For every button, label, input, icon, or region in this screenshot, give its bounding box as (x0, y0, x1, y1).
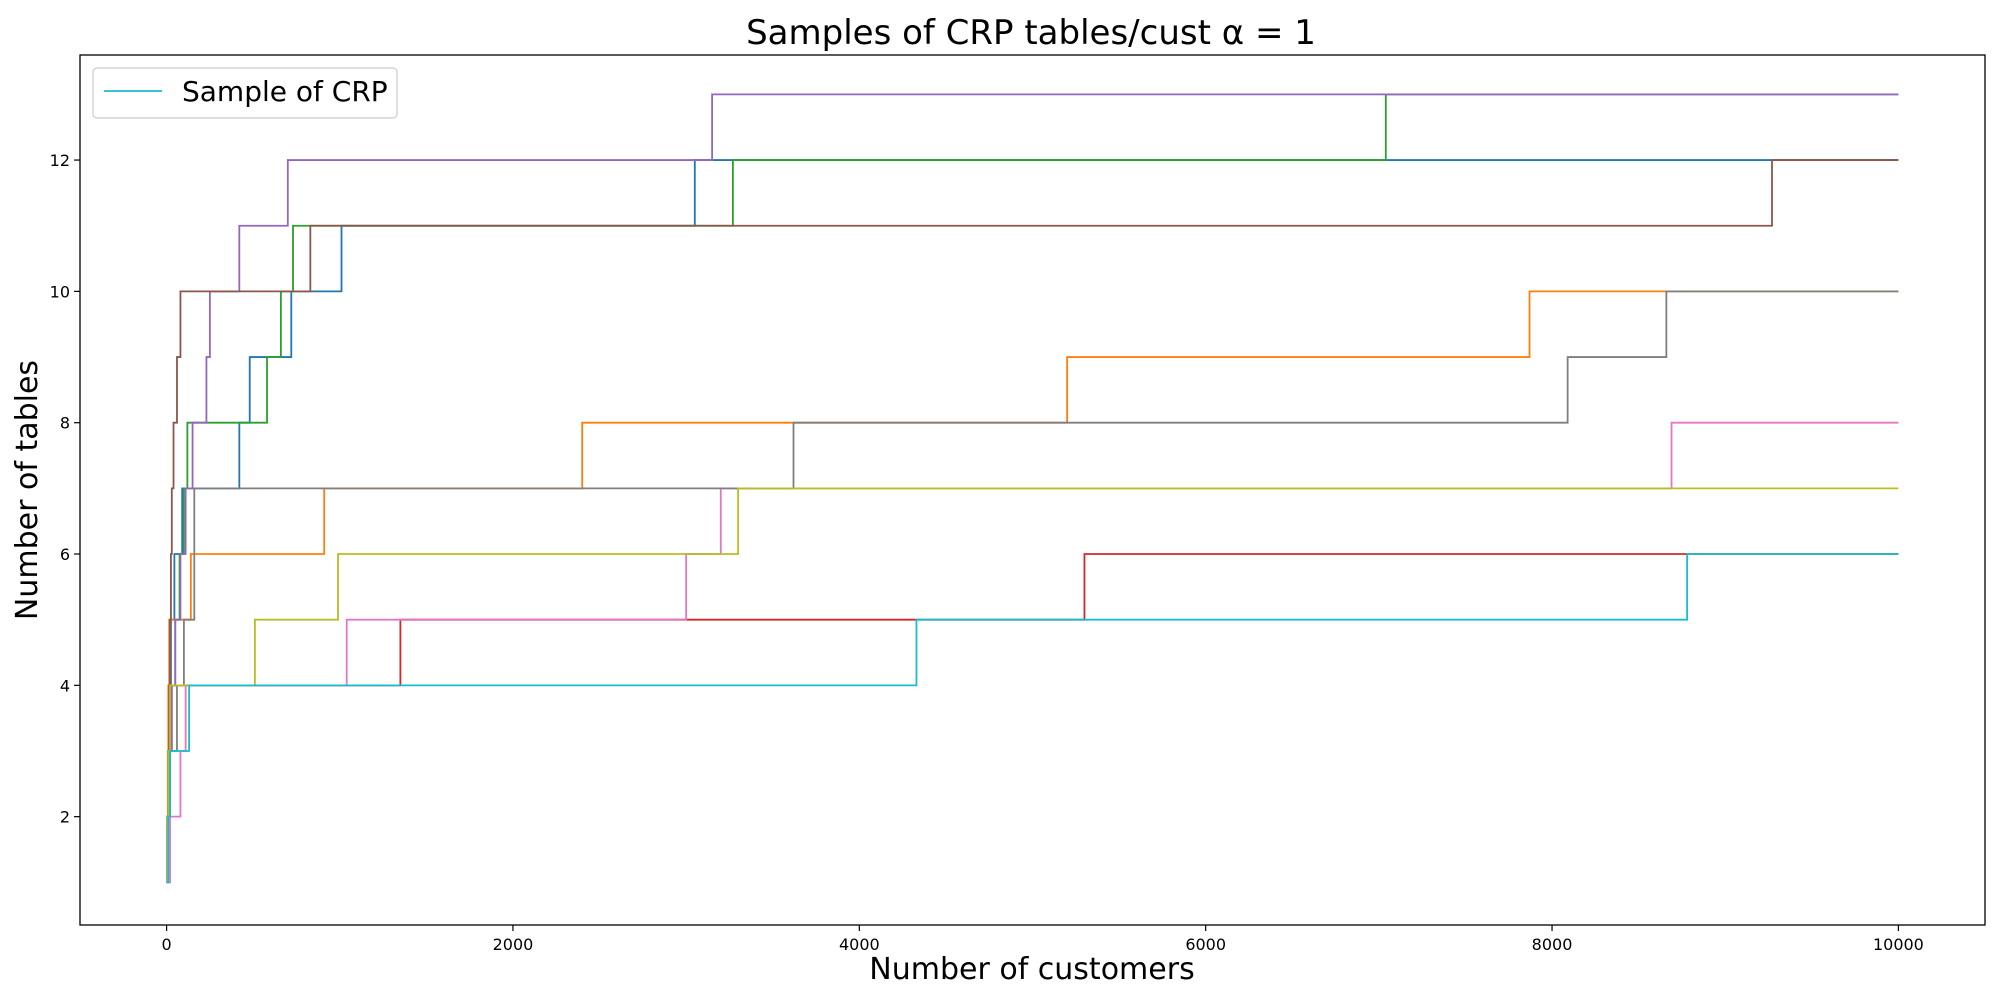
x-tick-label: 0 (161, 935, 171, 954)
y-tick-label: 10 (50, 282, 70, 301)
y-tick-label: 12 (50, 151, 70, 170)
x-tick-label: 4000 (839, 935, 880, 954)
x-tick-label: 8000 (1532, 935, 1573, 954)
series-line-4 (166, 553, 1899, 884)
legend-label: Sample of CRP (182, 75, 388, 108)
chart-title: Samples of CRP tables/cust α = 1 (746, 13, 1316, 53)
x-axis-label: Number of customers (869, 952, 1194, 987)
series-line-6 (166, 159, 1899, 884)
x-tick-label: 6000 (1185, 935, 1226, 954)
series-line-1 (166, 159, 1899, 884)
y-tick-label: 4 (60, 676, 70, 695)
series-line-2 (166, 290, 1899, 884)
y-tick-label: 8 (60, 414, 70, 433)
plot-area (79, 54, 1986, 926)
y-axis-label: Number of tables (10, 360, 45, 620)
y-axis-ticks: 2 4 6 8 10 12 (50, 151, 80, 827)
series-layer (166, 93, 1899, 884)
x-axis-ticks: 0 2000 4000 6000 8000 10000 (161, 925, 1924, 954)
legend: Sample of CRP (92, 67, 398, 119)
x-tick-label: 10000 (1873, 935, 1924, 954)
y-tick-label: 2 (60, 808, 70, 827)
series-line-7 (166, 421, 1899, 884)
x-tick-label: 2000 (493, 935, 534, 954)
series-line-8 (166, 290, 1899, 884)
y-tick-label: 6 (60, 545, 70, 564)
legend-box (92, 67, 398, 119)
series-line-10 (166, 553, 1899, 884)
